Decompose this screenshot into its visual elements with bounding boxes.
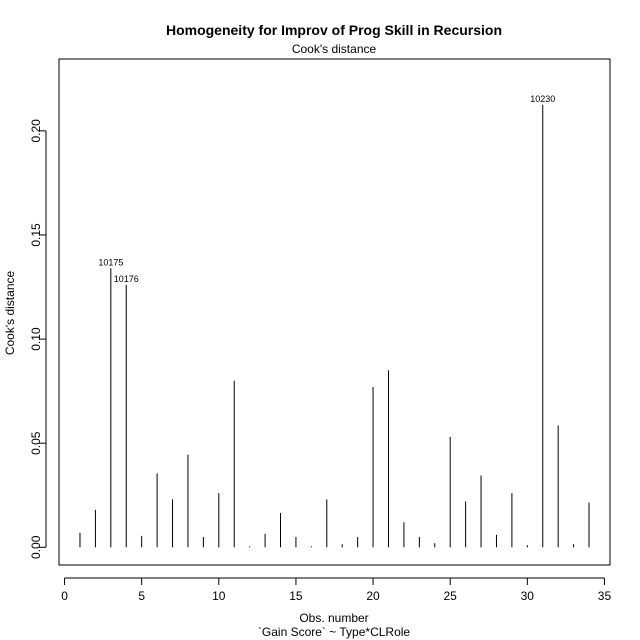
annotation-10176: 10176 — [114, 274, 139, 284]
chart-subtitle: Cook's distance — [292, 42, 377, 56]
y-tick-label-0.20: 0.20 — [29, 119, 43, 143]
x-tick-label-5: 5 — [138, 589, 145, 603]
plot-frame — [58, 58, 611, 566]
x-tick-label-0: 0 — [61, 589, 68, 603]
bar-series — [79, 104, 590, 548]
bar-annotations: 10175 10176 10230 — [98, 94, 555, 284]
y-tick-label-0.15: 0.15 — [29, 223, 43, 247]
annotation-10230: 10230 — [530, 94, 555, 104]
y-tick-label-0.05: 0.05 — [29, 431, 43, 455]
x-axis-label: Obs. number — [299, 611, 368, 625]
annotation-10175: 10175 — [98, 257, 123, 267]
x-tick-label-35: 35 — [598, 589, 612, 603]
x-tick-label-30: 30 — [521, 589, 535, 603]
x-axis: 0 5 10 15 20 25 30 35 — [61, 577, 612, 603]
y-axis: 0.00 0.05 0.10 0.15 0.20 — [29, 119, 47, 559]
x-tick-label-25: 25 — [444, 589, 458, 603]
x-tick-label-10: 10 — [212, 589, 226, 603]
x-tick-label-15: 15 — [289, 589, 303, 603]
x-tick-label-20: 20 — [366, 589, 380, 603]
chart-title: Homogeneity for Improv of Prog Skill in … — [166, 22, 502, 38]
y-tick-label-0.10: 0.10 — [29, 327, 43, 351]
y-tick-label-0.00: 0.00 — [29, 535, 43, 559]
x-axis-sublabel: `Gain Score` ~ Type*CLRole — [258, 625, 411, 639]
y-axis-label: Cook's distance — [3, 271, 17, 356]
